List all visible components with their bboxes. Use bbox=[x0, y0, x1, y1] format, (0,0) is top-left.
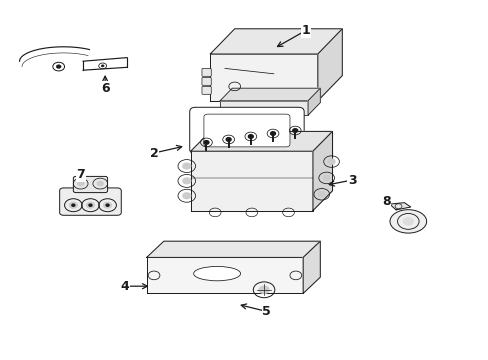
Text: 5: 5 bbox=[262, 305, 270, 318]
Polygon shape bbox=[312, 131, 332, 211]
Polygon shape bbox=[146, 257, 303, 293]
Circle shape bbox=[318, 192, 325, 197]
Circle shape bbox=[292, 129, 297, 132]
Circle shape bbox=[403, 218, 412, 225]
Text: 4: 4 bbox=[120, 280, 129, 293]
Polygon shape bbox=[303, 241, 320, 293]
FancyBboxPatch shape bbox=[202, 77, 211, 85]
FancyBboxPatch shape bbox=[60, 188, 121, 215]
Text: 2: 2 bbox=[149, 147, 158, 159]
Text: 8: 8 bbox=[381, 195, 390, 208]
Circle shape bbox=[183, 193, 190, 199]
Text: 1: 1 bbox=[301, 24, 309, 37]
Polygon shape bbox=[317, 29, 342, 101]
Text: 3: 3 bbox=[347, 174, 356, 186]
Circle shape bbox=[270, 132, 275, 135]
Polygon shape bbox=[190, 151, 312, 211]
Circle shape bbox=[86, 202, 94, 208]
Polygon shape bbox=[307, 88, 320, 115]
Circle shape bbox=[327, 159, 334, 164]
FancyBboxPatch shape bbox=[202, 86, 211, 94]
Text: 7: 7 bbox=[76, 168, 85, 181]
Circle shape bbox=[56, 65, 61, 68]
Circle shape bbox=[78, 181, 83, 186]
FancyBboxPatch shape bbox=[203, 114, 289, 147]
Polygon shape bbox=[389, 203, 410, 210]
Circle shape bbox=[97, 181, 103, 186]
Circle shape bbox=[72, 204, 75, 206]
Ellipse shape bbox=[389, 210, 426, 233]
Circle shape bbox=[183, 163, 190, 169]
Circle shape bbox=[183, 178, 190, 184]
Circle shape bbox=[203, 141, 208, 144]
Text: 6: 6 bbox=[101, 82, 109, 95]
Polygon shape bbox=[220, 101, 307, 115]
Polygon shape bbox=[190, 131, 332, 151]
Circle shape bbox=[226, 138, 231, 141]
Circle shape bbox=[248, 135, 253, 138]
Circle shape bbox=[101, 65, 104, 67]
Polygon shape bbox=[146, 241, 320, 257]
Polygon shape bbox=[210, 29, 342, 54]
FancyBboxPatch shape bbox=[189, 107, 304, 154]
Circle shape bbox=[89, 204, 92, 206]
Circle shape bbox=[259, 286, 268, 293]
Circle shape bbox=[323, 175, 329, 180]
FancyBboxPatch shape bbox=[73, 176, 107, 193]
FancyBboxPatch shape bbox=[202, 68, 211, 76]
Circle shape bbox=[106, 204, 109, 206]
Circle shape bbox=[103, 202, 111, 208]
Polygon shape bbox=[220, 88, 320, 101]
Polygon shape bbox=[210, 54, 317, 101]
Ellipse shape bbox=[193, 266, 240, 281]
Circle shape bbox=[69, 202, 77, 208]
